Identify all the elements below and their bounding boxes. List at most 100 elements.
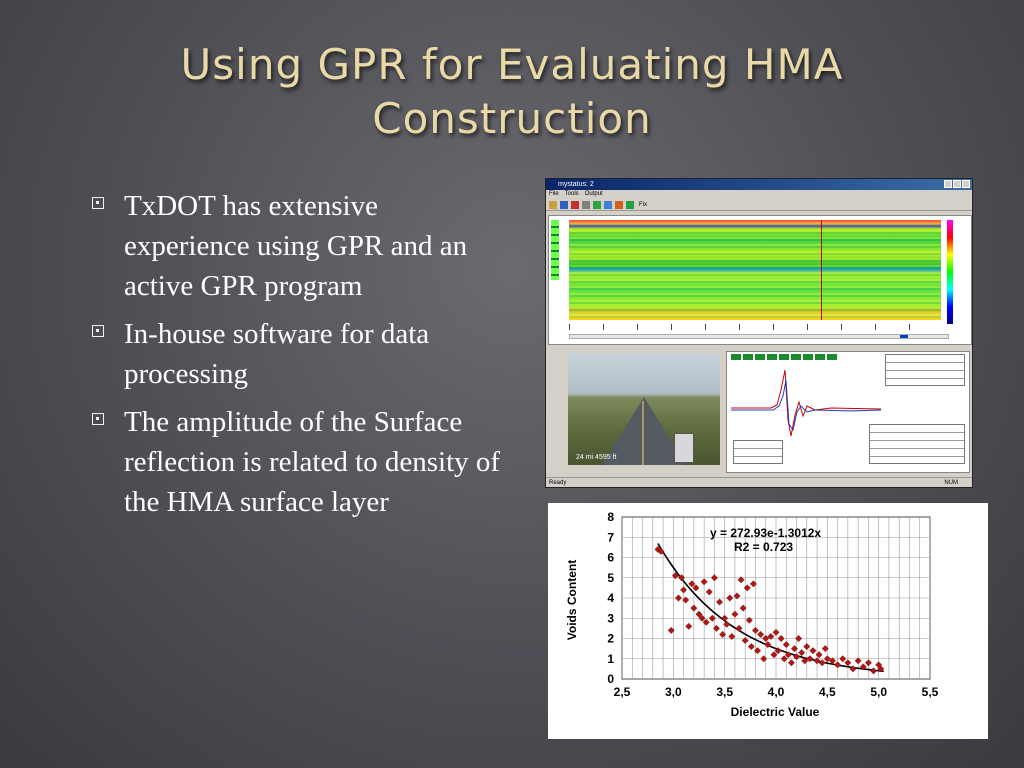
y-tick-label: 1 [607,652,614,666]
data-point [737,576,745,584]
data-point [719,630,727,638]
x-tick-label: 3,5 [716,685,733,699]
x-tick-label: 2,5 [614,685,631,699]
y-tick-label: 6 [607,551,614,565]
data-point [764,641,772,649]
status-ready: Ready [549,480,567,486]
menu-file: File [549,191,559,197]
radar-color-panel [548,215,972,345]
data-point [823,655,831,663]
x-axis-label: Dielectric Value [731,705,820,719]
bullet-text: TxDOT has extensive experience using GPR… [124,190,468,302]
data-point [839,655,847,663]
bullet-list: TxDOT has extensive experience using GPR… [92,186,502,530]
data-point [708,614,716,622]
y-tick-label: 2 [607,632,614,646]
status-num: NUM [944,480,958,486]
equation-annotation: y = 272.93e-1.3012x [710,526,821,540]
layer-table [869,424,965,464]
x-tick-labels: 2,5 3,0 3,5 4,0 4,5 5,0 5,5 [614,685,939,699]
app-window-title: mystatus: 2 [558,181,594,188]
data-point [688,580,696,588]
data-point [870,667,878,675]
data-point [790,645,798,653]
gpr-vehicle [674,433,694,463]
distance-axis [569,324,941,330]
data-point [754,647,762,655]
gpr-color-map [569,220,941,320]
data-point [739,604,747,612]
data-point [828,657,836,665]
waveform-panel [726,351,970,473]
data-point [674,594,682,602]
gpr-software-screenshot: mystatus: 2 File Tools Output Fix 24 mi [545,178,973,488]
data-point [745,616,753,624]
data-point [821,645,829,653]
r2-annotation: R2 = 0.723 [734,540,793,554]
road-video-frame: 24 mi 4595 ft [568,353,720,465]
forward-icon [593,200,601,209]
x-tick-label: 4,5 [819,685,836,699]
data-point [728,632,736,640]
data-point [849,665,857,673]
data-point [712,624,720,632]
data-point [801,657,809,665]
chart-grid [621,516,931,680]
square-bullet-icon [92,197,104,209]
bullet-item: The amplitude of the Surface reflection … [92,402,502,522]
data-point [702,618,710,626]
data-point [698,614,706,622]
y-tick-label: 5 [607,571,614,585]
radar-scrollbar [569,334,949,339]
data-point [795,635,803,642]
cursor-line [821,220,822,320]
open-icon [549,200,557,209]
data-point [784,651,792,659]
data-point [798,649,806,657]
app-titlebar: mystatus: 2 [546,179,972,190]
data-point [809,647,817,655]
data-point [793,653,801,661]
waveform-trace [731,369,881,437]
data-point [770,651,778,659]
y-tick-label: 0 [607,672,614,686]
y-tick-label: 3 [607,611,614,625]
app-toolbar: Fix [546,199,972,211]
exponential-trendline [657,543,884,673]
data-point [782,641,790,649]
square-bullet-icon [92,325,104,337]
minimize-icon [944,180,952,188]
scatter-plot: 2,5 3,0 3,5 4,0 4,5 5,0 5,5 0 1 2 3 4 5 6 7 8 y = 272.… [565,510,939,719]
data-point [741,637,749,645]
bullet-item: In-house software for data processing [92,314,502,394]
data-point [747,643,755,651]
data-point [692,584,700,592]
data-point [854,657,862,665]
data-point [877,665,885,673]
maximize-icon [953,180,961,188]
window-controls [944,180,970,188]
data-point [767,632,775,640]
print-icon [582,200,590,209]
chart-icon [571,200,579,209]
save-icon [560,200,568,209]
data-point [815,651,823,659]
x-tick-label: 5,5 [922,685,939,699]
data-point [723,620,731,628]
data-point [657,547,665,555]
data-point [859,663,867,671]
data-point [757,630,765,638]
x-tick-label: 5,0 [870,685,887,699]
data-point [671,572,679,580]
data-point [751,626,759,634]
close-icon [962,180,970,188]
x-tick-label: 4,0 [768,685,785,699]
photo-caption: 24 mi 4595 ft [576,454,617,461]
data-point [721,614,729,622]
square-bullet-icon [92,413,104,425]
y-axis-label: Voids Content [565,560,579,640]
data-point [834,661,842,669]
tool-icon [615,200,623,209]
layer-buttons [551,220,559,280]
data-point [818,659,826,667]
